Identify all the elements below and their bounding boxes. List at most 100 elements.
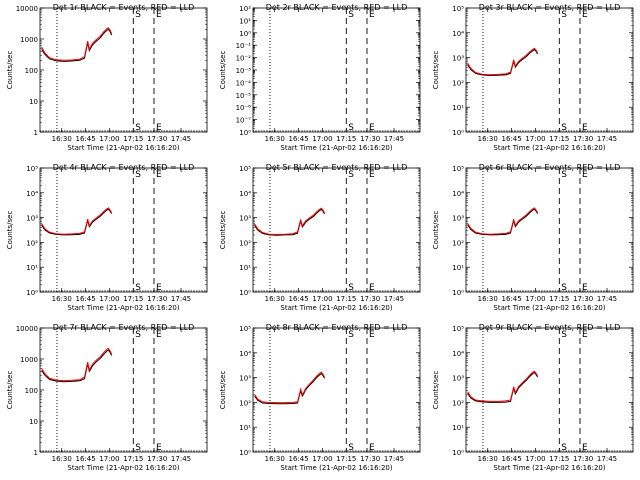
x-tick-label: 17:15: [336, 295, 356, 303]
x-tick-label: 16:45: [501, 455, 521, 463]
vline-label: S: [561, 10, 567, 20]
series-line-events: [254, 372, 326, 405]
y-axis-label: Counts/sec: [6, 371, 14, 410]
vline-label: E: [156, 170, 162, 180]
y-tick-label: 10⁴: [452, 350, 464, 358]
x-axis-label: Start Time (21-Apr-02 16:16:20): [67, 144, 179, 152]
x-tick-label: 17:00: [525, 135, 545, 143]
x-tick-label: 16:30: [52, 135, 72, 143]
x-tick-label: 17:00: [312, 135, 332, 143]
x-tick-label: 17:15: [549, 135, 569, 143]
x-tick-label: 16:45: [288, 455, 308, 463]
y-tick-label: 10²: [239, 399, 251, 407]
y-tick-label: 10²: [452, 239, 464, 247]
series-line-events: [41, 208, 113, 236]
detector-panel-5: Det 5r BLACK = Events, RED = LLD 10⁰ 10¹ 10…: [219, 163, 421, 312]
x-axis-label: Start Time (21-Apr-02 16:16:20): [493, 464, 605, 472]
y-tick-label: 10⁵: [26, 165, 38, 173]
x-tick-label: 17:15: [123, 295, 143, 303]
y-tick-label: 10⁻²: [236, 55, 252, 63]
x-tick-label: 17:15: [336, 135, 356, 143]
panel-title: Det 1r BLACK = Events, RED = LLD: [53, 3, 195, 12]
y-tick-label: 10³: [26, 215, 38, 223]
series-line-lld: [254, 207, 326, 235]
x-axis-label: Start Time (21-Apr-02 16:16:20): [67, 464, 179, 472]
x-tick-label: 16:45: [75, 455, 95, 463]
y-tick-label: 10⁻⁴: [236, 79, 252, 87]
y-tick-label: 10¹: [452, 424, 464, 432]
vline-label-bottom: S: [135, 283, 141, 293]
x-tick-label: 16:45: [501, 295, 521, 303]
y-tick-label: 10⁰: [452, 129, 464, 137]
y-tick-label: 10¹: [452, 104, 464, 112]
x-tick-label: 17:45: [597, 295, 617, 303]
y-tick-label: 10⁵: [239, 165, 251, 173]
vline-label: S: [561, 330, 567, 340]
x-tick-label: 16:45: [288, 135, 308, 143]
y-tick-label: 10²: [239, 239, 251, 247]
x-tick-label: 17:30: [147, 295, 167, 303]
x-tick-label: 16:30: [478, 295, 498, 303]
y-tick-label: 10¹: [239, 424, 251, 432]
x-axis-label: Start Time (21-Apr-02 16:16:20): [280, 304, 392, 312]
x-tick-label: 16:30: [265, 135, 285, 143]
y-tick-label: 10⁵: [239, 325, 251, 333]
y-tick-label: 10⁻⁵: [236, 92, 252, 100]
x-tick-label: 17:15: [123, 135, 143, 143]
y-tick-label: 10¹: [452, 264, 464, 272]
x-tick-label: 16:30: [52, 295, 72, 303]
x-tick-label: 17:00: [312, 295, 332, 303]
vline-label-bottom: E: [582, 283, 588, 293]
plot-frame: [465, 327, 634, 453]
x-axis-label: Start Time (21-Apr-02 16:16:20): [493, 144, 605, 152]
detector-panel-8: Det 8r BLACK = Events, RED = LLD 10⁰ 10¹ 10…: [219, 323, 421, 472]
series-line-lld: [254, 371, 326, 404]
plot-frame: [252, 327, 421, 453]
vline-label-bottom: E: [369, 123, 375, 133]
vline-label-bottom: S: [135, 123, 141, 133]
x-tick-label: 16:30: [478, 135, 498, 143]
y-tick-label: 10³: [239, 215, 251, 223]
x-tick-label: 17:30: [360, 135, 380, 143]
x-tick-label: 16:30: [265, 295, 285, 303]
y-tick-label: 10⁵: [452, 325, 464, 333]
y-tick-label: 10: [29, 98, 38, 106]
y-tick-label: 10³: [452, 215, 464, 223]
y-tick-label: 10²: [452, 79, 464, 87]
y-tick-label: 10¹: [239, 17, 251, 25]
y-tick-label: 10⁰: [239, 30, 251, 38]
x-tick-label: 17:00: [525, 455, 545, 463]
series-line-lld: [467, 207, 539, 235]
vline-label: E: [369, 330, 375, 340]
vline-label: E: [369, 170, 375, 180]
x-axis-label: Start Time (21-Apr-02 16:16:20): [280, 144, 392, 152]
vline-label: E: [582, 10, 588, 20]
y-tick-label: 10⁴: [452, 30, 464, 38]
y-tick-label: 10⁰: [452, 289, 464, 297]
plot-frame: [252, 7, 421, 133]
vline-label: S: [561, 170, 567, 180]
vline-label-bottom: E: [156, 283, 162, 293]
y-tick-label: 1: [34, 449, 38, 457]
y-tick-label: 10000: [16, 325, 38, 333]
y-tick-label: 10⁰: [239, 449, 251, 457]
y-tick-label: 10⁻⁷: [236, 117, 252, 125]
x-tick-label: 16:30: [52, 455, 72, 463]
vline-label: S: [348, 10, 354, 20]
x-axis-label: Start Time (21-Apr-02 16:16:20): [67, 304, 179, 312]
x-tick-label: 16:30: [265, 455, 285, 463]
x-tick-label: 17:30: [573, 135, 593, 143]
x-axis-label: Start Time (21-Apr-02 16:16:20): [280, 464, 392, 472]
x-tick-label: 16:45: [75, 295, 95, 303]
x-tick-label: 17:30: [147, 135, 167, 143]
series-line-events: [41, 28, 113, 62]
vline-label: E: [582, 170, 588, 180]
panel-title: Det 3r BLACK = Events, RED = LLD: [479, 3, 621, 12]
y-tick-label: 10⁵: [452, 165, 464, 173]
y-axis-label: Counts/sec: [219, 211, 227, 250]
vline-label-bottom: E: [369, 283, 375, 293]
x-tick-label: 16:45: [501, 135, 521, 143]
y-tick-label: 10⁰: [239, 289, 251, 297]
vline-label-bottom: E: [582, 443, 588, 453]
